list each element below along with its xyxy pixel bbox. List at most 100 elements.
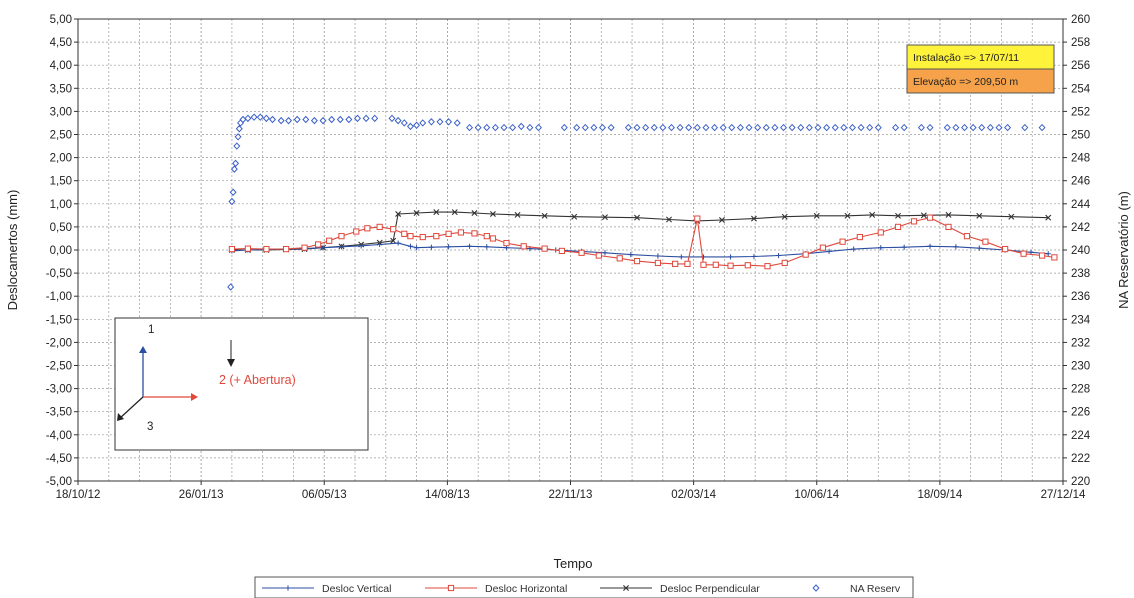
data-point <box>781 213 788 220</box>
y-axis-title: Deslocamertos (mm) <box>5 190 20 311</box>
data-point <box>654 259 662 267</box>
data-point <box>826 248 832 254</box>
data-point <box>874 123 882 132</box>
y-axis-ticks: 5,00 4,50 4,00 3,50 3,00 2,50 2,00 1,50 1,00 0,50… <box>46 14 78 488</box>
data-point <box>839 238 846 245</box>
y-tick-label: 0,00 <box>50 245 72 257</box>
data-point <box>926 214 934 221</box>
data-point <box>541 245 548 252</box>
y-tick-label: -2,50 <box>46 361 72 373</box>
data-point <box>406 122 414 131</box>
data-point <box>277 116 285 125</box>
data-point <box>943 123 951 132</box>
y2-tick-label: 258 <box>1071 37 1090 49</box>
data-point <box>401 230 408 237</box>
series-layer <box>227 113 1058 291</box>
data-point <box>560 123 568 132</box>
data-point <box>500 123 508 132</box>
data-point <box>395 210 402 217</box>
legend-frame <box>254 576 914 598</box>
data-point <box>390 237 397 244</box>
data-point <box>314 241 322 248</box>
data-point <box>624 123 632 132</box>
data-point <box>364 225 371 232</box>
data-point <box>436 118 444 126</box>
data-point <box>676 123 684 132</box>
info-box-installation-text: Instalação => 17/07/11 <box>913 52 1019 64</box>
data-point <box>869 211 876 218</box>
data-point <box>712 261 719 268</box>
data-point <box>892 123 900 132</box>
data-point <box>1002 245 1009 253</box>
y-tick-label: 2,00 <box>50 153 72 165</box>
axis-1-label: 1 <box>148 324 154 336</box>
data-point <box>781 259 788 267</box>
data-point <box>377 241 383 248</box>
data-point <box>900 123 908 132</box>
data-point <box>338 233 345 240</box>
info-box-elevation-text: Elevação => 209,50 m <box>913 76 1018 88</box>
data-point <box>1008 213 1015 220</box>
data-point <box>509 123 517 132</box>
data-point <box>727 254 734 260</box>
legend-swatch-marker <box>812 584 820 592</box>
y2-tick-label: 242 <box>1071 222 1090 234</box>
data-point <box>413 245 420 251</box>
data-point <box>745 123 753 132</box>
data-point <box>877 229 884 236</box>
data-point <box>831 123 839 132</box>
y2-axis-ticks: 260 258 256 254 252 250 248 246 244 242 240 238 236 2… <box>1063 14 1091 488</box>
y2-tick-label: 260 <box>1071 14 1090 26</box>
data-point <box>451 209 458 216</box>
data-point <box>1021 123 1029 132</box>
data-point <box>771 123 779 132</box>
data-point <box>230 165 238 173</box>
data-point <box>474 123 482 132</box>
y-tick-label: 3,00 <box>50 106 72 118</box>
data-point <box>345 115 353 124</box>
data-point <box>719 123 727 132</box>
y2-tick-label: 240 <box>1071 245 1090 257</box>
data-point <box>1045 214 1052 221</box>
y2-tick-label: 230 <box>1071 361 1090 373</box>
data-point <box>780 123 787 132</box>
y-tick-label: -3,50 <box>46 407 72 419</box>
data-point <box>419 119 427 127</box>
data-point <box>445 230 452 237</box>
data-point <box>684 260 691 267</box>
legend: Desloc Vertical Desloc Horizontal Desloc P… <box>254 576 914 598</box>
axis-3-arrow <box>118 396 144 420</box>
data-point <box>976 245 982 251</box>
legend-item-na-reserv: NA Reserv <box>812 583 901 595</box>
data-point <box>338 244 345 250</box>
data-point <box>535 123 542 132</box>
data-point <box>927 243 933 249</box>
data-point <box>433 209 440 216</box>
data-point <box>1038 252 1046 259</box>
y2-tick-label: 236 <box>1071 291 1090 303</box>
data-point <box>590 123 598 132</box>
data-point <box>376 223 383 231</box>
data-point <box>797 123 805 132</box>
x-tick-label: 18/10/12 <box>56 489 101 501</box>
data-point <box>848 123 856 132</box>
data-point <box>655 253 661 259</box>
data-point <box>728 123 736 132</box>
y2-tick-label: 220 <box>1071 476 1090 488</box>
data-point <box>413 210 420 217</box>
data-point <box>894 223 902 231</box>
x-axis-title: Tempo <box>553 556 592 571</box>
y2-tick-label: 246 <box>1071 176 1090 188</box>
axis-1-arrowhead <box>139 346 147 353</box>
data-point <box>301 244 308 251</box>
data-point <box>256 113 264 121</box>
legend-label: Desloc Vertical <box>322 583 391 595</box>
data-point <box>520 243 527 250</box>
data-point <box>320 245 326 251</box>
data-point <box>788 123 796 132</box>
data-point <box>354 114 361 123</box>
data-point <box>667 123 675 132</box>
data-point <box>961 123 968 132</box>
data-point <box>775 252 782 259</box>
